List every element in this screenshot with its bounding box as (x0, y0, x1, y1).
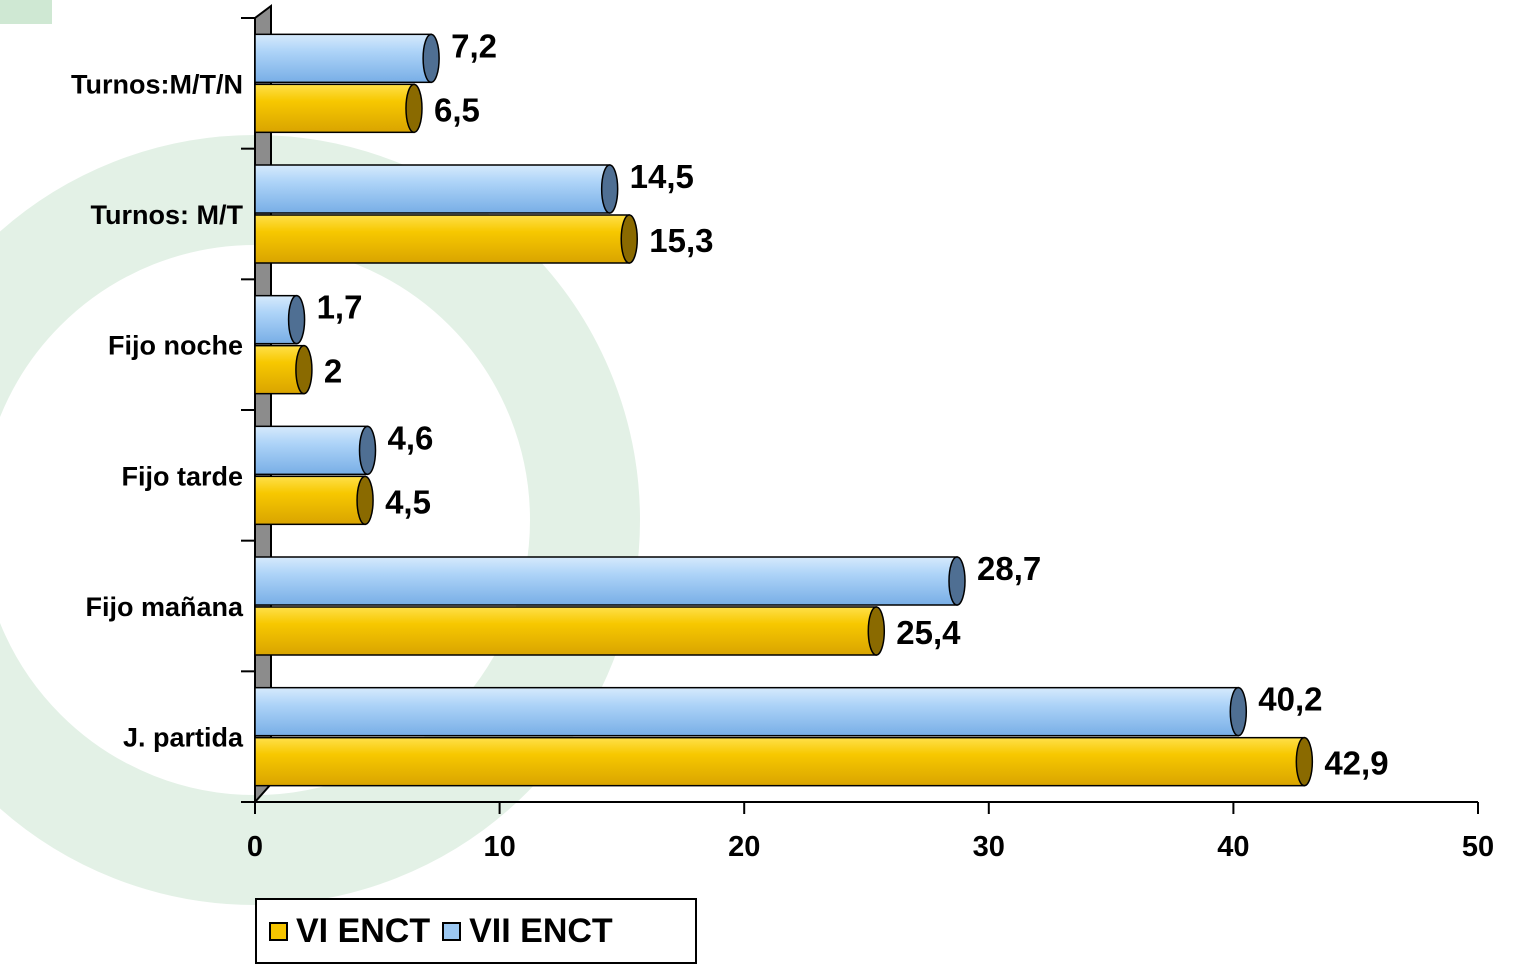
bar-vii-enct (255, 688, 1238, 736)
data-label: 4,5 (385, 483, 431, 520)
category-label: Turnos: M/T (91, 200, 244, 230)
category-label: Fijo mañana (85, 592, 244, 622)
data-label: 28,7 (977, 550, 1041, 587)
chart-bars (255, 34, 1312, 785)
bar-vii-enct (255, 34, 431, 82)
x-tick-label: 50 (1462, 831, 1494, 863)
bar-end-cap (423, 34, 439, 82)
legend-item-vii-enct: VII ENCT (442, 912, 613, 951)
bar-end-cap (296, 346, 312, 394)
data-label: 25,4 (896, 614, 961, 651)
bar-end-cap (406, 84, 422, 132)
category-label: Fijo noche (108, 331, 243, 361)
data-label: 15,3 (649, 222, 713, 259)
x-tick-label: 40 (1217, 831, 1249, 863)
bar-end-cap (1296, 738, 1312, 786)
bar-vi-enct (255, 84, 414, 132)
legend-label-vii-enct: VII ENCT (469, 912, 613, 951)
legend-swatch-vii-enct (442, 922, 461, 941)
x-tick-label: 20 (728, 831, 760, 863)
category-label: Turnos:M/T/N (71, 69, 243, 99)
bar-end-cap (868, 607, 884, 655)
chart-legend: VI ENCT VII ENCT (255, 898, 697, 964)
bar-vi-enct (255, 738, 1304, 786)
category-label: Fijo tarde (121, 461, 243, 491)
bar-end-cap (360, 426, 376, 474)
bar-end-cap (289, 296, 305, 344)
data-label: 14,5 (630, 158, 694, 195)
data-label: 7,2 (451, 27, 497, 64)
category-label: J. partida (123, 723, 244, 753)
bar-vii-enct (255, 165, 610, 213)
bar-end-cap (357, 476, 373, 524)
data-label: 2 (324, 353, 342, 390)
bar-vii-enct (255, 557, 957, 605)
x-tick-label: 0 (247, 831, 263, 863)
data-label: 40,2 (1258, 681, 1322, 718)
x-tick-label: 10 (483, 831, 515, 863)
data-label: 42,9 (1324, 745, 1388, 782)
legend-item-vi-enct: VI ENCT (269, 912, 430, 951)
bar-end-cap (602, 165, 618, 213)
bar-end-cap (1230, 688, 1246, 736)
legend-label-vi-enct: VI ENCT (296, 912, 430, 951)
bar-vii-enct (255, 426, 368, 474)
x-tick-label: 30 (973, 831, 1005, 863)
bar-end-cap (621, 215, 637, 263)
bar-vi-enct (255, 476, 365, 524)
bar-vi-enct (255, 607, 876, 655)
legend-swatch-vi-enct (269, 922, 288, 941)
data-label: 1,7 (317, 289, 363, 326)
bar-vi-enct (255, 215, 629, 263)
data-label: 6,5 (434, 91, 480, 128)
data-label: 4,6 (388, 419, 434, 456)
bar-end-cap (949, 557, 965, 605)
